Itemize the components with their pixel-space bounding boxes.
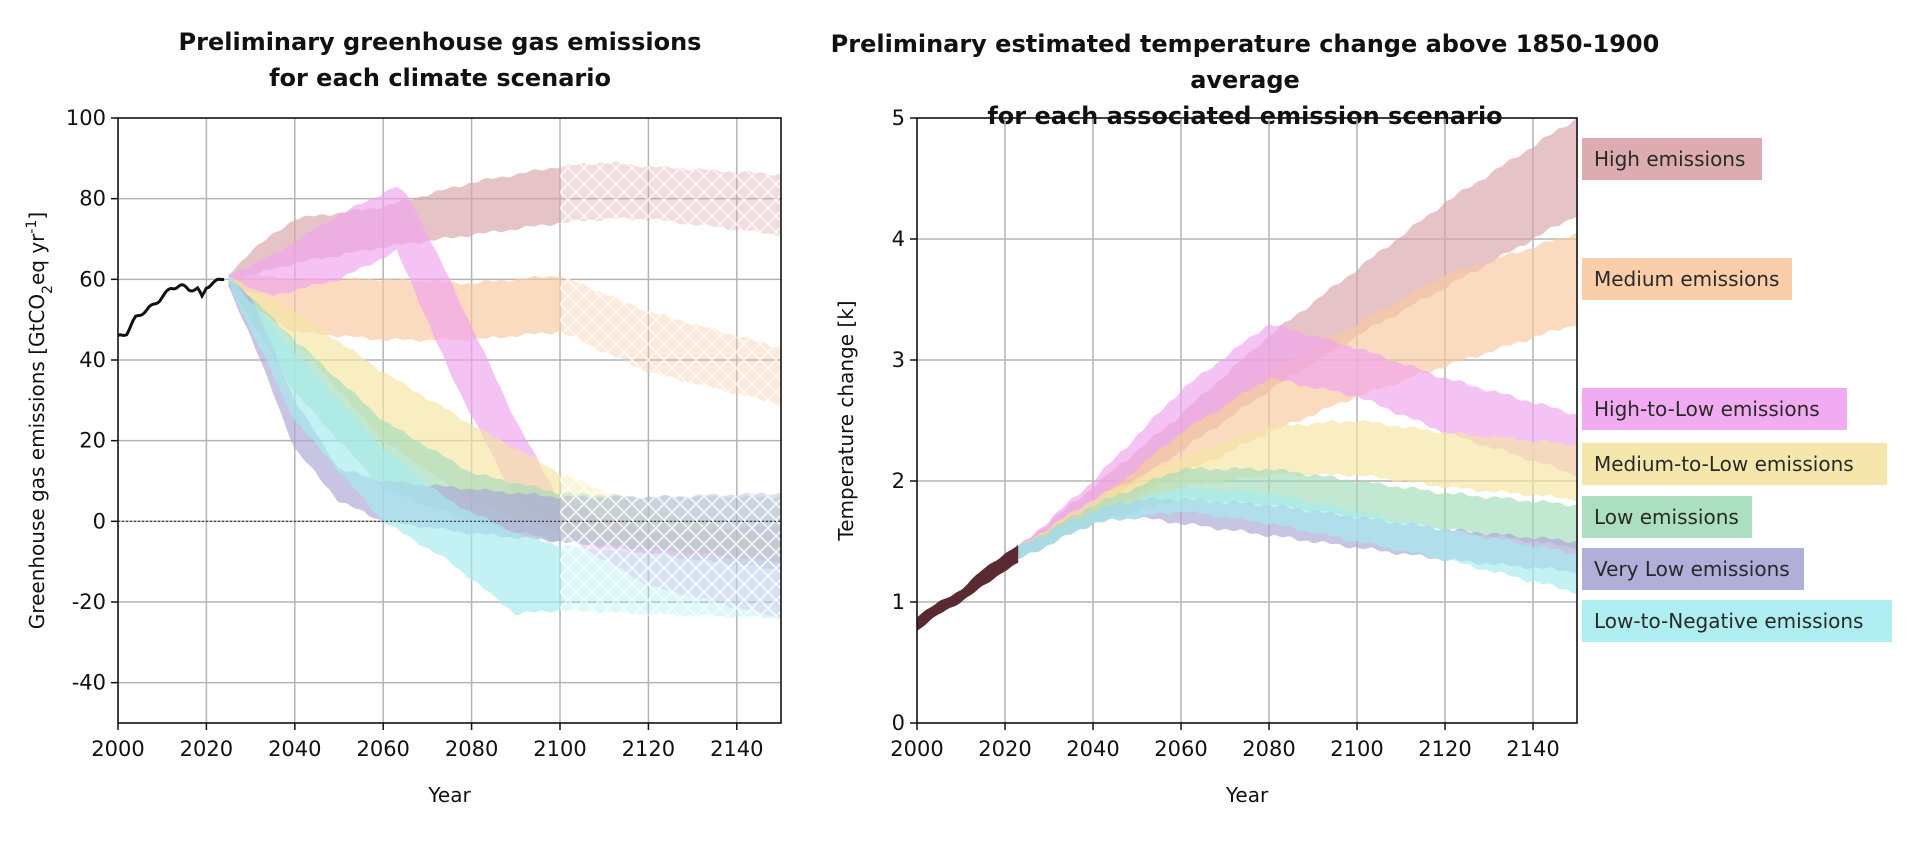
temperature-historical-band [917,544,1019,631]
temperature-chart: 2000 2020 2040 2060 2080 2100 2120 2140 0 1 2 3 4 5 Ye… [834,106,1578,807]
temperature-band-low-emissions [1018,466,1577,559]
emissions-x-tick-label: 2000 [91,737,144,761]
temperature-x-tick-label: 2100 [1330,737,1383,761]
emissions-x-tick-label: 2140 [710,737,763,761]
temperature-y-tick-label: 4 [892,227,905,251]
temperature-band-low-to-negative-emissions [1018,486,1577,594]
emissions-x-tick-label: 2060 [356,737,409,761]
left-chart-title-line-2: for each climate scenario [269,64,611,92]
temperature-x-tick-label: 2000 [890,737,943,761]
emissions-y-tick-label: -20 [72,590,106,614]
emissions-y-tick-label: 0 [93,509,106,533]
legend-item-medium-emissions: Medium emissions [1582,258,1792,300]
right-chart-title-line-1: Preliminary estimated temperature change… [830,30,1660,94]
emissions-plot-frame [117,117,782,724]
emissions-y-tick-label: 100 [66,106,106,130]
emissions-x-tick-label: 2080 [445,737,498,761]
left-chart-title: Preliminary greenhouse gas emissions for… [110,24,770,96]
emissions-chart: 2000 2020 2040 2060 2080 2100 2120 2140-40-2002… [24,106,782,807]
emissions-x-tick-label: 2100 [533,737,586,761]
temperature-y-tick-label: 2 [892,469,905,493]
temperature-y-tick-label: 0 [892,711,905,735]
emissions-x-tick-label: 2040 [268,737,321,761]
temperature-band-high-to-low-emissions [1018,323,1577,559]
temperature-y-tick-label: 3 [892,348,905,372]
temperature-scenario-bands [1018,118,1577,594]
emissions-y-tick-label: 40 [79,348,106,372]
legend-item-low-emissions: Low emissions [1582,496,1752,538]
emissions-scenario-bands [228,161,781,620]
temperature-y-tick-label: 1 [892,590,905,614]
emissions-x-tick-label: 2120 [622,737,675,761]
emissions-band-low-to-negative-emissions [228,274,781,620]
emissions-y-tick-label: -40 [72,671,106,695]
legend-item-medium-to-low-emissions: Medium-to-Low emissions [1582,443,1887,485]
legend-item-high-to-low-emissions: High-to-Low emissions [1582,388,1847,430]
temperature-x-tick-label: 2140 [1506,737,1559,761]
right-chart-title: Preliminary estimated temperature change… [795,26,1695,134]
temperature-x-tick-label: 2060 [1154,737,1207,761]
temperature-y-tick-label: 5 [892,106,905,130]
emissions-y-tick-label: 60 [79,267,106,291]
emissions-x-tick-label: 2020 [180,737,233,761]
emissions-y-tick-label: 20 [79,429,106,453]
temperature-band-medium-to-low-emissions [1018,420,1577,559]
legend-item-high-emissions: High emissions [1582,138,1762,180]
temperature-x-tick-label: 2120 [1418,737,1471,761]
temperature-x-tick-label: 2080 [1242,737,1295,761]
temperature-x-axis-label: Year [1225,783,1269,807]
right-chart-title-line-2: for each associated emission scenario [987,102,1503,130]
temperature-x-tick-label: 2020 [978,737,1031,761]
emissions-x-axis-label: Year [427,783,471,807]
legend-item-very-low-emissions: Very Low emissions [1582,548,1804,590]
left-chart-title-line-1: Preliminary greenhouse gas emissions [178,28,702,56]
temperature-x-tick-label: 2040 [1066,737,1119,761]
legend-item-low-to-negative-emissions: Low-to-Negative emissions [1582,600,1892,642]
emissions-historical-line [118,277,225,337]
emissions-y-axis-label: Greenhouse gas emissions [GtCO2eq yr-1] [24,212,56,629]
emissions-y-tick-label: 80 [79,187,106,211]
temperature-y-axis-label: Temperature change [k] [834,300,858,541]
temperature-plot-frame [916,117,1578,724]
